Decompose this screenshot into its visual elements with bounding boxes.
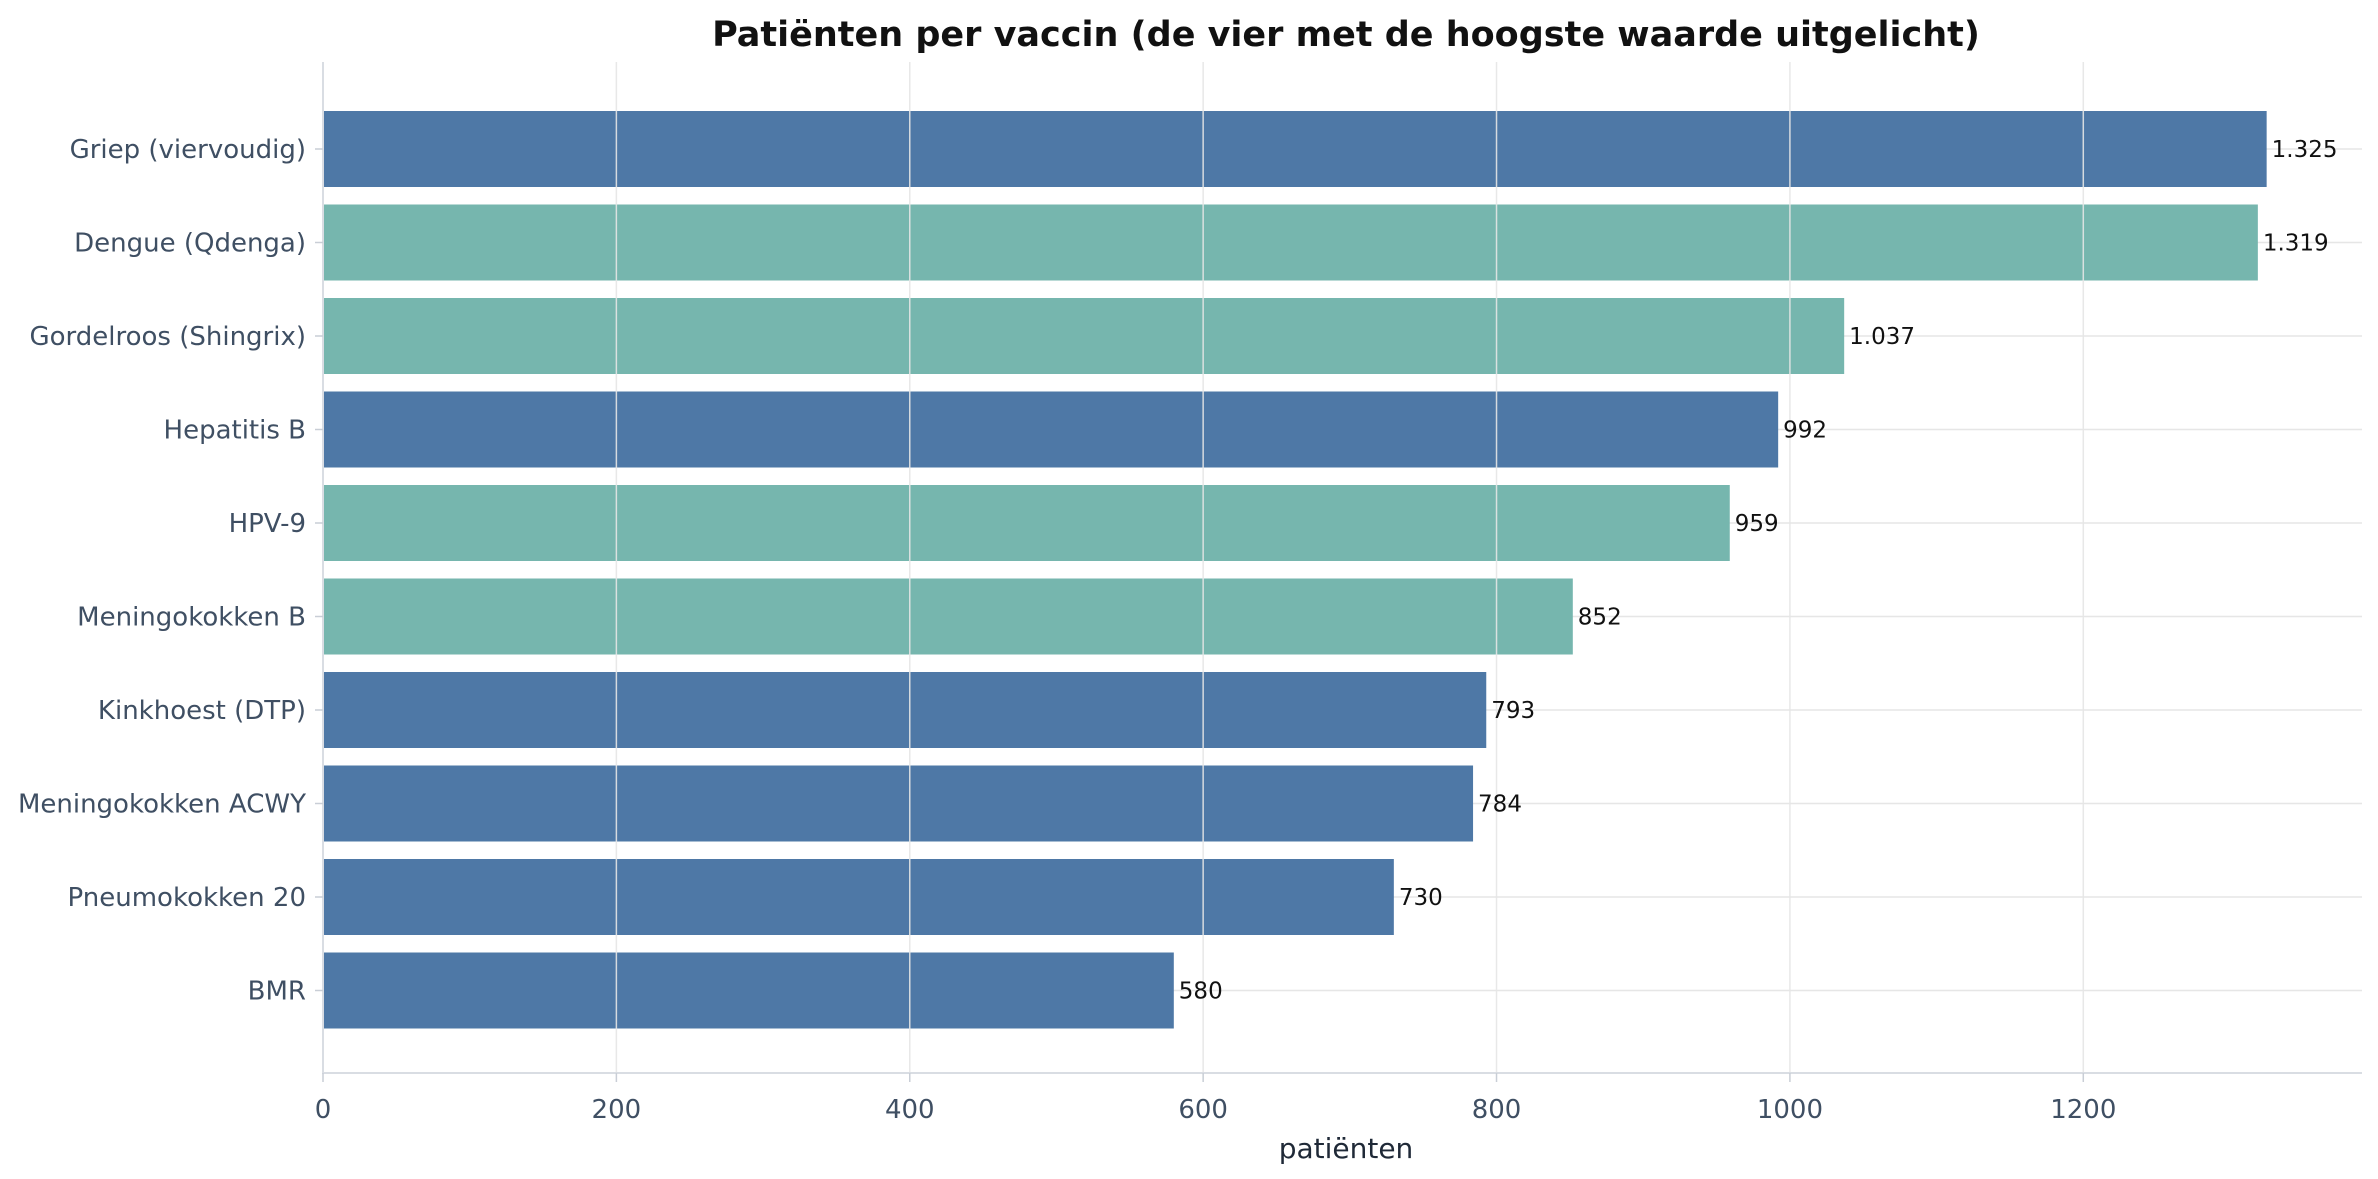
bar-gordelroos-shingrix	[323, 298, 1845, 374]
x-tick-label: 1200	[2050, 1095, 2116, 1125]
data-labels: 1.325 1.319 1.037 992 959 852 793 784 730 580	[1179, 137, 2338, 1005]
y-tick-label: Griep (viervoudig)	[70, 135, 306, 165]
bar-hpv-9	[323, 485, 1730, 561]
bar-kinkhoest-dtp	[323, 672, 1487, 748]
axes: 0 200 400 600 800 1000 1200 Griep (viervoudig) D…	[18, 62, 2362, 1125]
data-label: 580	[1179, 979, 1223, 1005]
y-tick-label: Meningokokken B	[77, 603, 306, 633]
y-tick-label: HPV-9	[229, 509, 306, 539]
bar-bmr	[323, 952, 1174, 1029]
bar-griep-viervoudig	[323, 111, 2267, 187]
bar-pneumokokken-20	[323, 859, 1394, 935]
data-label: 730	[1399, 885, 1443, 911]
x-axis-title: patiënten	[1279, 1132, 1414, 1165]
bars	[323, 111, 2267, 1029]
x-tick-label: 200	[592, 1095, 642, 1125]
x-tick-label: 800	[1472, 1095, 1522, 1125]
bar-hepatitis-b	[323, 391, 1779, 468]
y-tick-label: Meningokokken ACWY	[18, 790, 306, 820]
data-label: 784	[1478, 792, 1522, 818]
y-tick-label: Hepatitis B	[164, 416, 306, 446]
x-tick-label: 400	[885, 1095, 935, 1125]
y-tick-label: Kinkhoest (DTP)	[98, 696, 306, 726]
y-tick-label: Pneumokokken 20	[68, 883, 306, 913]
data-label: 793	[1491, 698, 1535, 724]
vertical-gridlines	[615, 62, 2085, 1073]
data-label: 852	[1578, 605, 1622, 631]
y-tick-label: BMR	[248, 977, 306, 1007]
x-tick-label: 600	[1178, 1095, 1228, 1125]
data-label: 1.037	[1849, 324, 1915, 350]
x-tick-label: 0	[315, 1095, 332, 1125]
data-label: 992	[1783, 418, 1827, 444]
y-tick-label: Dengue (Qdenga)	[74, 229, 306, 259]
bar-dengue-qdenga	[323, 204, 2258, 281]
bar-meningokokken-acwy	[323, 765, 1474, 842]
data-label: 959	[1735, 511, 1779, 537]
y-tick-label: Gordelroos (Shingrix)	[29, 322, 306, 352]
chart-title: Patiënten per vaccin (de vier met de hoo…	[712, 15, 1980, 55]
bar-meningokokken-b	[323, 578, 1573, 655]
data-label: 1.325	[2272, 137, 2338, 163]
x-tick-label: 1000	[1757, 1095, 1823, 1125]
data-label: 1.319	[2263, 231, 2329, 257]
